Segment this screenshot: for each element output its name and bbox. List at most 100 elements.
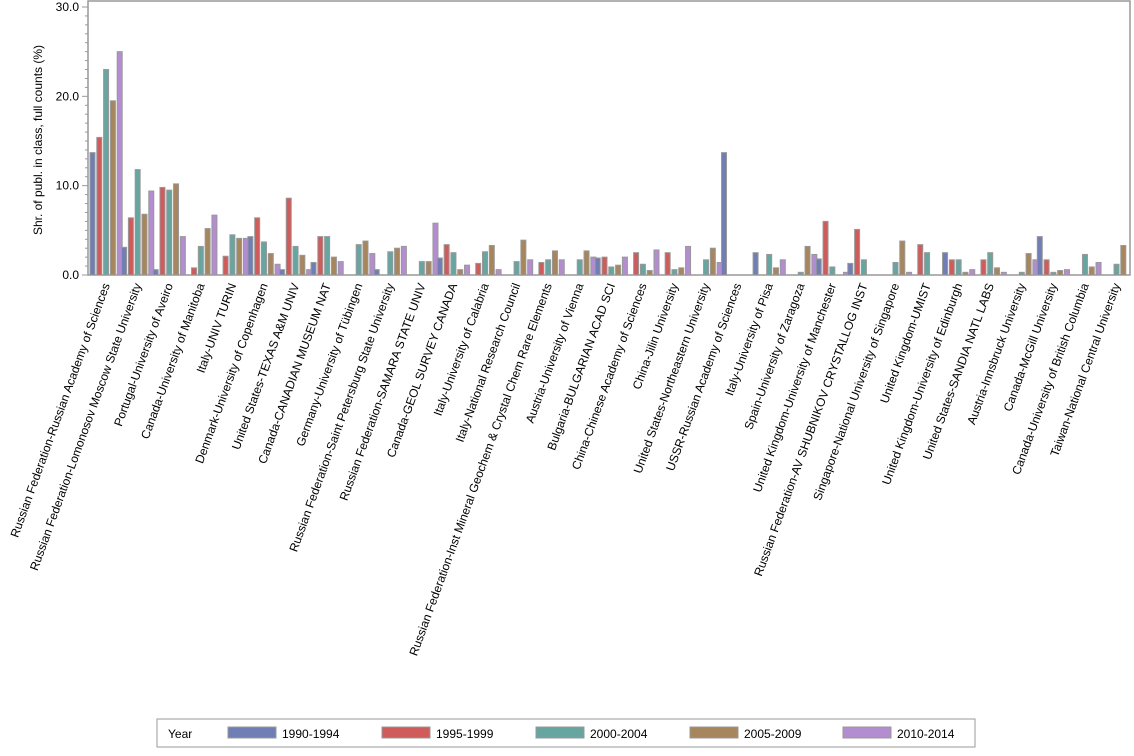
bar: [425, 261, 432, 276]
bar: [109, 100, 116, 276]
bar: [443, 244, 450, 276]
bar: [148, 190, 155, 276]
bar: [994, 267, 1001, 276]
y-tick-label: 30.0: [56, 0, 80, 14]
bar: [1000, 271, 1007, 276]
bar: [594, 257, 601, 276]
legend-swatch: [535, 726, 585, 739]
bar: [1036, 236, 1043, 276]
bar: [204, 228, 211, 276]
bar: [387, 251, 394, 276]
bar: [103, 69, 110, 276]
legend-swatch: [689, 726, 739, 739]
bar: [116, 51, 123, 276]
bar: [1081, 253, 1088, 276]
bar: [260, 241, 267, 276]
bar: [1113, 263, 1120, 276]
x-tick-label: Austria-Innsbruck University: [964, 281, 1028, 426]
bar: [615, 264, 622, 276]
bar: [337, 261, 344, 276]
bar: [1063, 269, 1070, 276]
bar: [664, 252, 671, 276]
bar: [236, 237, 243, 276]
bar: [583, 250, 590, 276]
bar: [173, 183, 180, 276]
bars: [89, 51, 1127, 276]
bar: [822, 220, 829, 276]
legend-title: Year: [168, 727, 192, 741]
bar: [229, 234, 236, 276]
bar: [772, 267, 779, 276]
bar: [1057, 270, 1064, 276]
bar: [815, 258, 822, 276]
bar: [703, 259, 710, 276]
legend-label: 2010-2014: [897, 727, 955, 741]
bar: [292, 245, 299, 276]
bar: [495, 269, 502, 276]
bar: [942, 252, 949, 276]
bar: [752, 252, 759, 276]
y-axis: 0.0 10.0 20.0 30.0: [56, 0, 88, 282]
bar: [829, 266, 836, 276]
bar: [892, 261, 899, 276]
bar: [646, 270, 653, 276]
bar: [450, 252, 457, 276]
plot-frame: [87, 0, 1131, 276]
bar: [362, 240, 369, 276]
bar: [418, 261, 425, 276]
bar: [766, 253, 773, 276]
bar: [917, 244, 924, 276]
bar: [324, 236, 331, 276]
bar: [899, 240, 906, 276]
bar: [317, 236, 324, 276]
bar: [721, 152, 728, 276]
bar: [980, 259, 987, 276]
y-tick-label: 0.0: [62, 268, 79, 282]
bar: [267, 253, 274, 276]
legend-label: 1995-1999: [436, 727, 494, 741]
bar: [608, 266, 615, 276]
bar: [513, 261, 520, 276]
bar: [179, 236, 186, 276]
bar: [121, 246, 128, 276]
bar: [685, 245, 692, 276]
bar: [576, 259, 583, 276]
bar: [394, 247, 401, 276]
bar: [678, 267, 685, 276]
bar: [639, 263, 646, 276]
bar: [804, 245, 811, 276]
bar: [369, 253, 376, 276]
bar: [310, 261, 317, 276]
bar: [197, 245, 204, 276]
bar: [1120, 245, 1127, 276]
bar: [621, 256, 628, 276]
bar: [278, 269, 285, 276]
legend-swatch: [227, 726, 277, 739]
bar: [538, 261, 545, 276]
legend-swatch: [842, 726, 892, 739]
bar: [141, 213, 148, 276]
bar: [779, 259, 786, 276]
bar: [924, 252, 931, 276]
bar: [551, 250, 558, 276]
y-tick-label: 10.0: [56, 179, 80, 193]
bar: [432, 222, 439, 276]
y-tick-label: 20.0: [56, 89, 80, 103]
bar: [653, 249, 660, 276]
bar: [1050, 271, 1057, 276]
bar: [1018, 271, 1025, 276]
bar: [955, 259, 962, 276]
bar: [488, 245, 495, 276]
bar: [482, 251, 489, 276]
bar: [860, 259, 867, 276]
bar: [520, 239, 527, 276]
bar: [558, 259, 565, 276]
bar: [355, 244, 362, 276]
x-tick-label: Portugal-University of Aveiro: [111, 281, 176, 428]
bar: [633, 252, 640, 276]
bar: [247, 236, 254, 276]
bar: [545, 259, 552, 276]
bar: [191, 267, 198, 276]
bar: [797, 271, 804, 276]
